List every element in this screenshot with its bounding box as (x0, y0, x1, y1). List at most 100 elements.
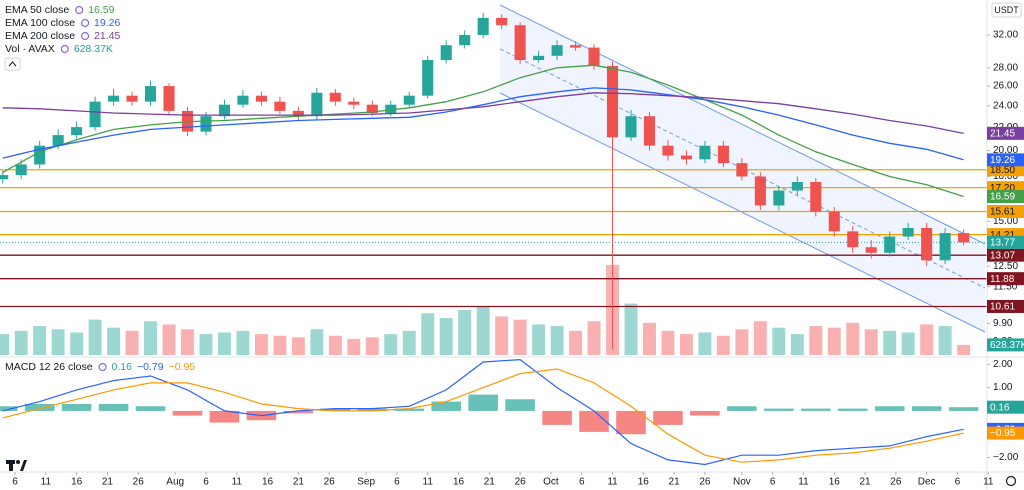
candle-body (588, 47, 600, 67)
macd-histogram-bar (911, 406, 942, 411)
volume-bar (199, 334, 213, 355)
legend-value: 19.26 (94, 17, 120, 29)
candle-body (126, 95, 138, 102)
x-tick-label: 26 (133, 477, 145, 488)
volume-bar (181, 329, 194, 355)
y-tick-label: 28.00 (993, 62, 1018, 73)
volume-bar (291, 337, 305, 355)
y-tick-label: 26.00 (993, 81, 1018, 92)
candle-body (403, 95, 415, 105)
candle-body (662, 145, 674, 156)
volume-bar (328, 335, 342, 355)
candle-body (218, 104, 231, 117)
candle-body (625, 116, 637, 138)
volume-bar (310, 329, 324, 355)
x-tick-label: 26 (890, 477, 902, 488)
candle-body (71, 127, 83, 136)
y-tick-label: 32.00 (993, 30, 1018, 41)
macd-histogram-bar (320, 408, 351, 411)
candle-body (570, 45, 582, 48)
candle-body (884, 236, 896, 253)
ema-line (2, 87, 964, 161)
candle-body (533, 55, 545, 61)
x-tick-label: 16 (829, 477, 841, 488)
x-tick-label: 11 (798, 477, 809, 488)
macd-histogram-bar (616, 410, 646, 435)
axis-layer: 32.0028.0026.0024.0022.0020.0018.0015.00… (12, 30, 1018, 488)
candle-body (754, 176, 766, 206)
legend-value: 16.59 (88, 4, 114, 16)
legend-value: −0.79 (137, 361, 164, 373)
settings-icon[interactable] (1005, 475, 1017, 487)
legend-value: −0.95 (169, 361, 196, 373)
legend-name: MACD 12 26 close (5, 361, 93, 373)
x-tick-label: 16 (71, 477, 83, 488)
candle-body (274, 101, 286, 111)
y-tick-label: 24.00 (993, 100, 1018, 111)
candle-body (34, 145, 46, 165)
y-tick-label: 9.90 (993, 318, 1013, 329)
ema-value-label: 21.45 (990, 128, 1015, 139)
candle-body (958, 233, 970, 243)
macd-histogram-bar (283, 410, 314, 414)
candle-body (551, 45, 563, 56)
ema-value-label: 16.59 (990, 192, 1015, 203)
x-tick-label: 6 (579, 477, 585, 488)
volume-bar (33, 326, 47, 355)
volume-bar (273, 335, 287, 355)
x-tick-label: 16 (638, 477, 650, 488)
volume-bar (384, 334, 398, 355)
candle-body (847, 231, 859, 248)
collapse-button[interactable] (4, 57, 21, 71)
level-label: 11.88 (990, 274, 1015, 285)
volume-bar (809, 326, 823, 355)
volume-bar (846, 322, 860, 355)
macd-histogram-bar (727, 406, 757, 411)
volume-bar (864, 329, 878, 355)
candle-body (791, 182, 803, 191)
ema-value-label-box (987, 153, 1024, 167)
candle-body (385, 104, 397, 114)
candle-body (237, 95, 249, 105)
last-price-label: 13.77 (990, 237, 1015, 248)
candle-body (736, 163, 748, 177)
candle-body (680, 155, 692, 160)
level-label-box (987, 272, 1024, 286)
candle-body (902, 227, 914, 237)
y-tick-label: 1.00 (993, 382, 1013, 393)
currency-box[interactable] (991, 2, 1022, 18)
badge-layer: 18.50 17.20 15.61 14.21 13.07 11.88 10.61 16.59… (987, 126, 1024, 440)
x-tick-label: 11 (232, 477, 243, 488)
level-label-box (987, 163, 1024, 177)
macd-layer (0, 358, 979, 466)
level-label: 18.50 (990, 165, 1015, 176)
ema-layer (2, 64, 964, 198)
candle-body (52, 135, 64, 146)
y-tick-label: 18.00 (993, 171, 1018, 182)
macd-histogram-bar (505, 399, 535, 411)
volume-bar (439, 318, 453, 355)
macd-value-label: 0.16 (990, 402, 1010, 413)
volume-value-label-box (987, 338, 1024, 352)
legend: EMA 50 close 16.59 EMA 100 close 19.26 EMA 2… (5, 4, 195, 373)
x-tick-label: 21 (669, 477, 681, 488)
macd-histogram-bar (0, 406, 18, 411)
macd-histogram-bar (394, 408, 425, 411)
level-label: 17.20 (990, 183, 1015, 194)
macd-histogram-bar (24, 403, 55, 411)
levels-layer (0, 169, 987, 308)
x-tick-label: 6 (955, 477, 961, 488)
logo-part (9, 460, 13, 471)
ema-line (2, 64, 964, 198)
candle-body (699, 145, 711, 160)
x-tick-label: 21 (293, 477, 305, 488)
macd-histogram-bar (209, 410, 240, 423)
ema-value-label-box (987, 126, 1024, 140)
candle-body (477, 17, 489, 35)
volume-bar (827, 327, 841, 355)
macd-histogram-bar (801, 408, 831, 411)
candle-body (329, 92, 341, 102)
macd-histogram-bar (690, 410, 720, 416)
macd-histogram-bar (579, 410, 609, 432)
